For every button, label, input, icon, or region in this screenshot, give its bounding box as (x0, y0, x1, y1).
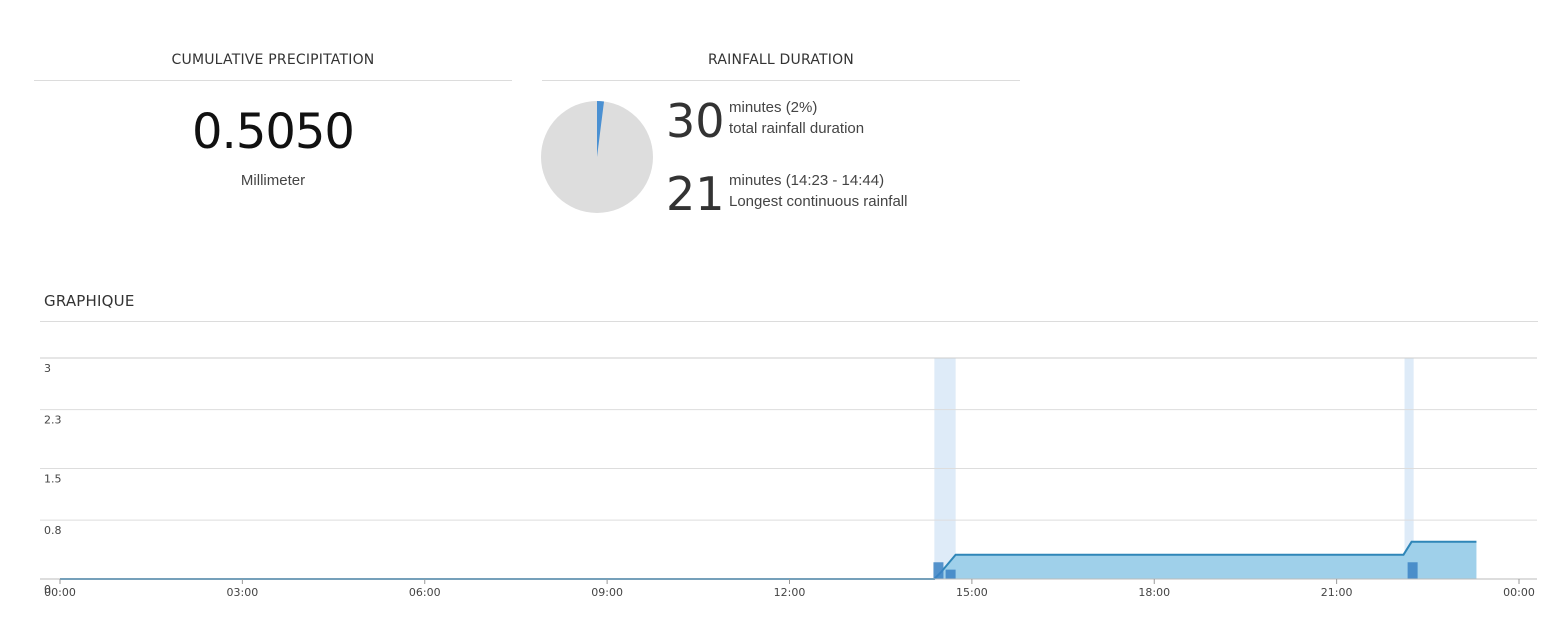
total-duration-label: total rainfall duration (729, 120, 865, 137)
chart-grid (40, 357, 1537, 521)
rain-bar-0 (933, 562, 944, 579)
y-tick-label: 0.8 (44, 524, 62, 537)
x-tick-label: 03:00 (227, 586, 259, 599)
x-tick-label: 12:00 (774, 586, 806, 599)
chart-bars (933, 562, 1418, 579)
longest-rainfall-value: 21 (666, 167, 725, 221)
rain-bar-2 (1407, 562, 1418, 579)
total-duration-unit: minutes (2%) (729, 99, 818, 116)
graph-divider (40, 321, 1538, 322)
cumulative-divider (34, 80, 512, 81)
longest-rainfall-unit: minutes (14:23 - 14:44) (729, 172, 885, 189)
x-tick-label: 21:00 (1321, 586, 1353, 599)
y-tick-label: 3 (44, 362, 51, 375)
cumulative-unit: Millimeter (240, 172, 306, 189)
y-tick-label: 1.5 (44, 473, 62, 486)
duration-divider (542, 80, 1020, 81)
cumulative-precipitation-title: CUMULATIVE PRECIPITATION (171, 52, 375, 68)
x-tick-label: 18:00 (1138, 586, 1170, 599)
rainfall-duration-title: RAINFALL DURATION (708, 52, 854, 68)
x-tick-label: 00:00 (44, 586, 76, 599)
total-duration-value: 30 (666, 94, 725, 148)
y-tick-label: 0 (44, 583, 51, 596)
area-fill (60, 541, 1477, 579)
x-tick-label: 15:00 (956, 586, 988, 599)
x-tick-label: 06:00 (409, 586, 441, 599)
chart-area-series (60, 540, 1477, 580)
y-tick-label: 2.3 (44, 414, 62, 427)
longest-rainfall-label: Longest continuous rainfall (729, 193, 908, 210)
pie-slice-rain (597, 101, 605, 157)
cumulative-value: 0.5050 (192, 104, 355, 160)
rain-bar-1 (945, 569, 956, 579)
rainfall-duration-pie (541, 101, 653, 213)
x-tick-label: 09:00 (591, 586, 623, 599)
graph-title: GRAPHIQUE (44, 292, 135, 310)
x-tick-label: 00:00 (1503, 586, 1535, 599)
